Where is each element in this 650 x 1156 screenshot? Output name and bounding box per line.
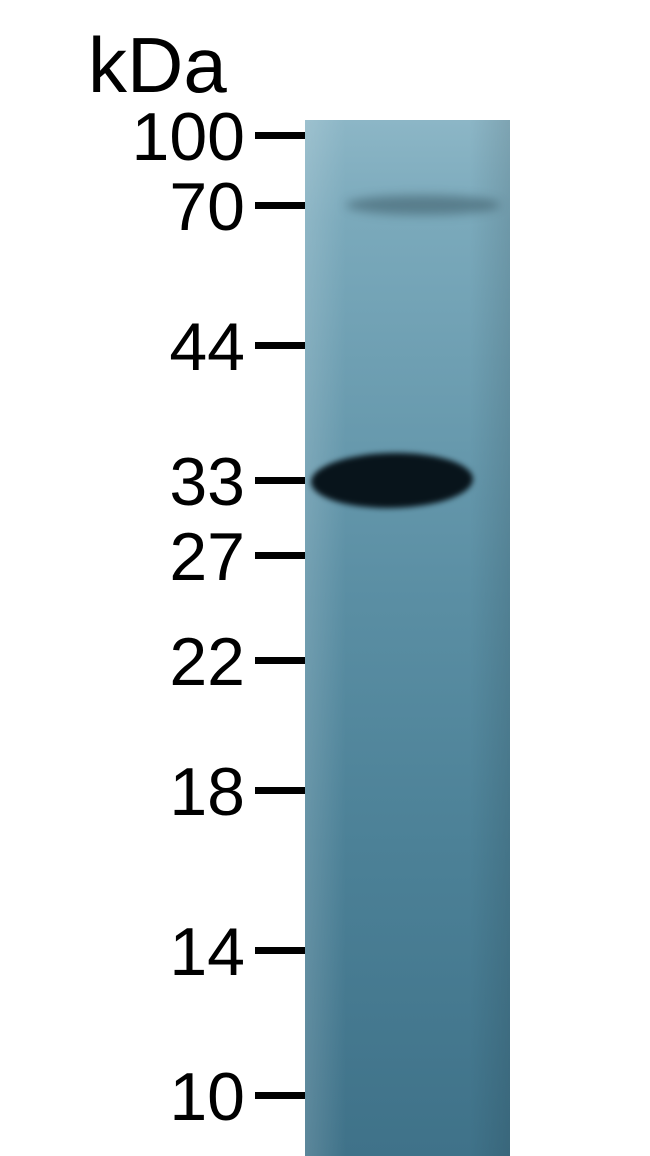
marker-label: 10 (0, 1058, 245, 1136)
marker-tick (255, 1092, 305, 1099)
marker-tick (255, 342, 305, 349)
marker-label: 33 (0, 443, 245, 521)
blot-figure: kDa1007044332722181410 (0, 0, 650, 1156)
marker-label: 14 (0, 913, 245, 991)
marker-tick (255, 947, 305, 954)
marker-label: 18 (0, 753, 245, 831)
marker-tick (255, 787, 305, 794)
marker-tick (255, 552, 305, 559)
marker-tick (255, 202, 305, 209)
marker-label: 27 (0, 518, 245, 596)
marker-label: 22 (0, 623, 245, 701)
blot-band (346, 195, 500, 215)
lane-vignette (305, 120, 510, 1156)
marker-label: 44 (0, 308, 245, 386)
marker-label: 70 (0, 168, 245, 246)
marker-tick (255, 477, 305, 484)
marker-tick (255, 657, 305, 664)
marker-label: 100 (0, 98, 245, 176)
marker-tick (255, 132, 305, 139)
blot-lane (305, 120, 510, 1156)
